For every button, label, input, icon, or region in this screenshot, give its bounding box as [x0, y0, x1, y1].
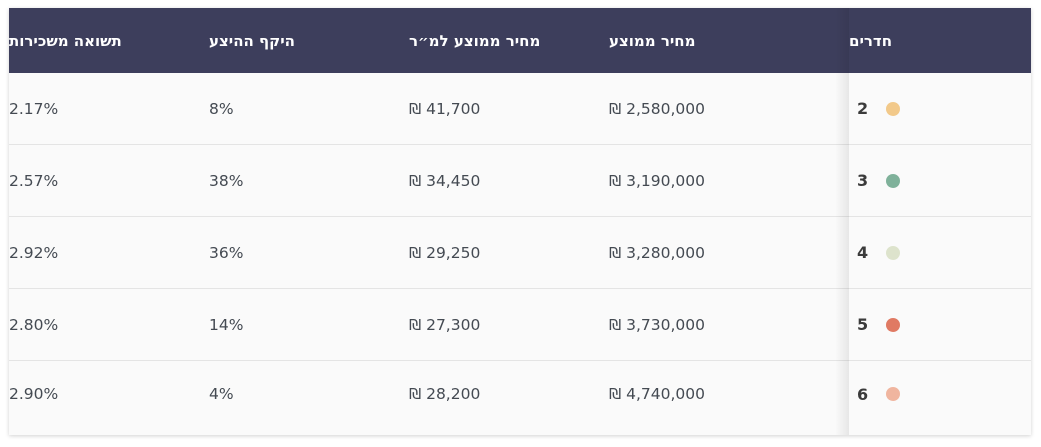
supply-share-cell: 4%	[209, 385, 234, 403]
avg-price-per-sqm-cell: ₪ 34,450	[409, 171, 481, 190]
header-rental-yield[interactable]: תשואה משכירות	[9, 31, 122, 50]
color-dot-icon	[886, 317, 901, 332]
rental-yield-cell: 2.90%	[9, 385, 59, 403]
rooms-value: 5	[857, 315, 869, 334]
avg-price-per-sqm-cell: ₪ 41,700	[409, 99, 481, 118]
avg-price-per-sqm-cell: ₪ 29,250	[409, 243, 481, 262]
table-row: 2 ₪ 2,580,000 ₪ 41,700 8% 2.17%	[9, 73, 1031, 145]
color-dot-icon	[886, 173, 901, 188]
avg-price-cell: ₪ 3,730,000	[609, 315, 705, 334]
avg-price-per-sqm-cell: ₪ 28,200	[409, 385, 481, 403]
rental-yield-cell: 2.92%	[9, 243, 59, 262]
color-dot-icon	[886, 245, 901, 260]
table-body: 2 ₪ 2,580,000 ₪ 41,700 8% 2.17% 3 ₪ 3,19…	[9, 73, 1031, 427]
supply-share-cell: 14%	[209, 315, 244, 334]
supply-share-cell: 38%	[209, 171, 244, 190]
avg-price-cell: ₪ 2,580,000	[609, 99, 705, 118]
price-table: חדרים מחיר ממוצע מחיר ממוצע למ״ר היקף הה…	[9, 8, 1031, 435]
rooms-value: 4	[857, 243, 869, 262]
table-row: 5 ₪ 3,730,000 ₪ 27,300 14% 2.80%	[9, 289, 1031, 361]
rental-yield-cell: 2.57%	[9, 171, 59, 190]
rooms-value: 6	[857, 384, 869, 404]
header-avg-price[interactable]: מחיר ממוצע	[609, 31, 696, 50]
rooms-value: 3	[857, 171, 869, 190]
color-dot-icon	[886, 387, 901, 401]
rooms-cell: 6	[849, 361, 1003, 427]
table-row: 4 ₪ 3,280,000 ₪ 29,250 36% 2.92%	[9, 217, 1031, 289]
table-row: 3 ₪ 3,190,000 ₪ 34,450 38% 2.57%	[9, 145, 1031, 217]
header-rooms[interactable]: חדרים	[849, 31, 893, 50]
rooms-cell: 2	[849, 73, 1003, 144]
table-header: חדרים מחיר ממוצע מחיר ממוצע למ״ר היקף הה…	[9, 8, 1031, 73]
supply-share-cell: 36%	[209, 243, 244, 262]
rooms-cell: 3	[849, 145, 1003, 216]
rooms-cell: 4	[849, 217, 1003, 288]
supply-share-cell: 8%	[209, 99, 234, 118]
rooms-value: 2	[857, 99, 869, 118]
rental-yield-cell: 2.17%	[9, 99, 59, 118]
table-row: 6 ₪ 4,740,000 ₪ 28,200 4% 2.90%	[9, 361, 1031, 427]
avg-price-cell: ₪ 4,740,000	[609, 385, 705, 403]
rental-yield-cell: 2.80%	[9, 315, 59, 334]
avg-price-per-sqm-cell: ₪ 27,300	[409, 315, 481, 334]
color-dot-icon	[886, 101, 901, 116]
header-supply-share[interactable]: היקף ההיצע	[209, 31, 295, 50]
avg-price-cell: ₪ 3,280,000	[609, 243, 705, 262]
avg-price-cell: ₪ 3,190,000	[609, 171, 705, 190]
rooms-cell: 5	[849, 289, 1003, 360]
header-avg-price-per-sqm[interactable]: מחיר ממוצע למ״ר	[409, 31, 541, 50]
